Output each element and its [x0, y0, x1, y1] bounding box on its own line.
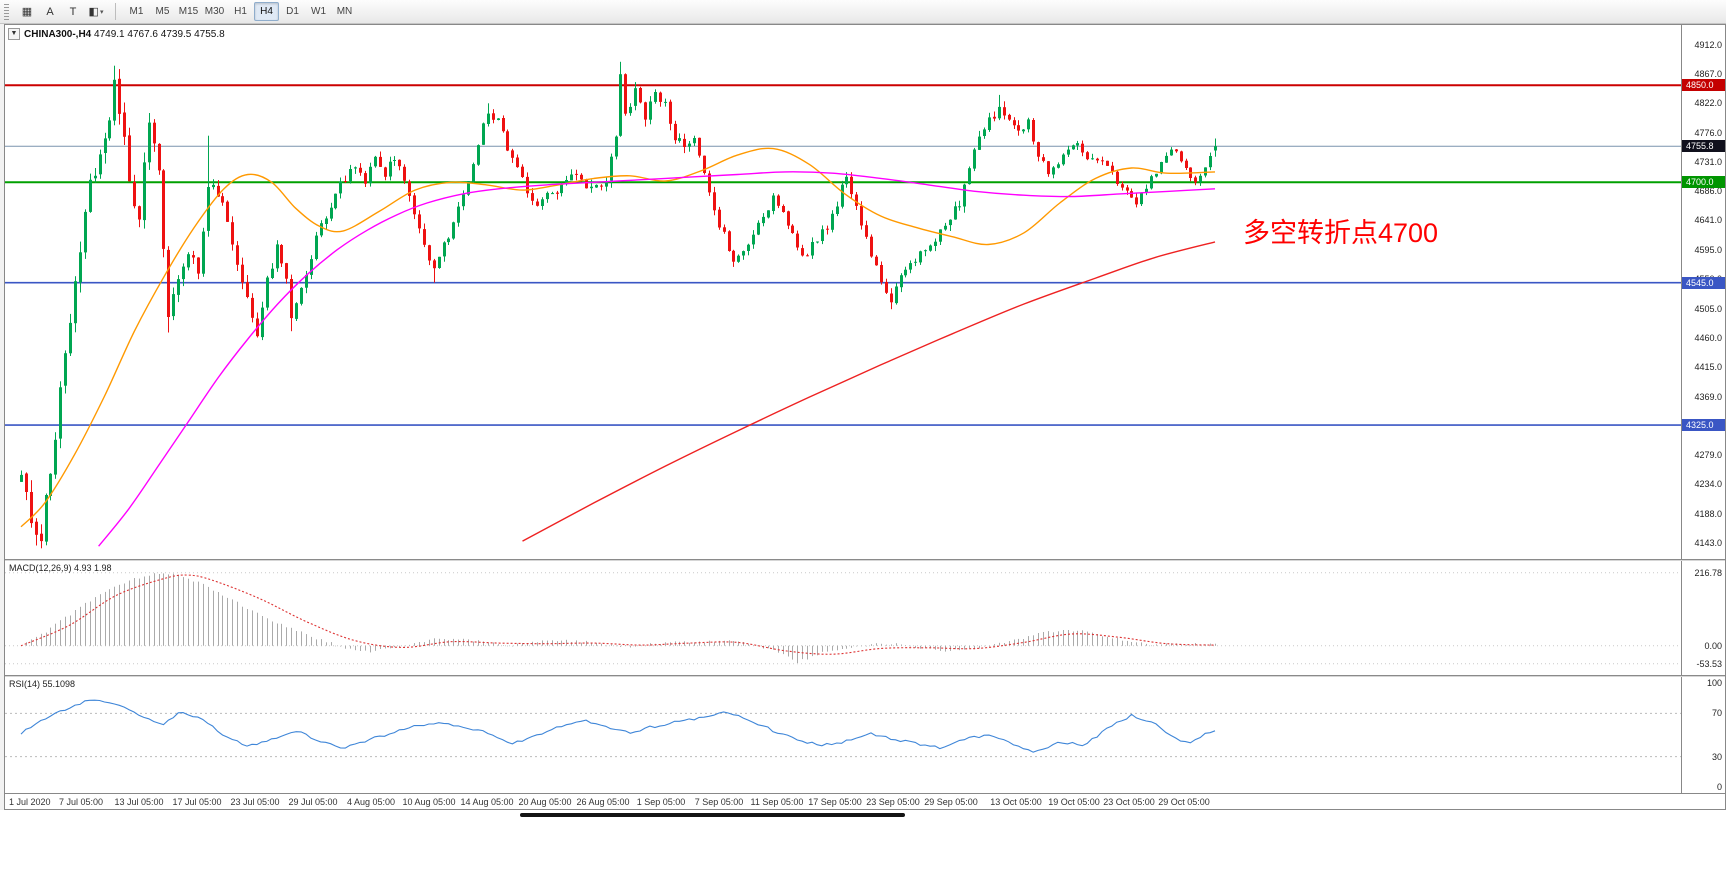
- time-axis-label: 14 Aug 05:00: [460, 797, 514, 807]
- time-axis-label: 1 Sep 05:00: [636, 797, 686, 807]
- price-axis-label: 4822.0: [1694, 98, 1722, 108]
- tools-group: ▦ A T ◧ ▾: [16, 2, 107, 22]
- text-tool-button[interactable]: T: [62, 2, 84, 22]
- toolbar: ▦ A T ◧ ▾ M1 M5 M15 M30 H1 H4 D1 W1 MN: [0, 0, 1726, 24]
- time-axis-label: 29 Oct 05:00: [1158, 797, 1210, 807]
- price-axis-label: 4867.0: [1694, 69, 1722, 79]
- price-axis-label: 4731.0: [1694, 157, 1722, 167]
- text-tool-icon: T: [69, 5, 77, 18]
- toolbar-separator: [115, 3, 116, 20]
- price-badge: 4325.0: [1682, 419, 1725, 431]
- panel-splitter-rsi[interactable]: [5, 675, 1725, 677]
- timeframe-m30-button[interactable]: M30: [204, 6, 225, 17]
- macd-axis[interactable]: 216.78 0.00 -53.53: [1681, 561, 1725, 675]
- price-badge: 4755.8: [1682, 140, 1725, 152]
- chart-menu-button[interactable]: ▼: [8, 28, 20, 40]
- price-axis-label: 4641.0: [1694, 215, 1722, 225]
- bottom-strip: [0, 810, 1726, 896]
- time-axis-label: 10 Aug 05:00: [402, 797, 456, 807]
- price-axis-label: 4460.0: [1694, 333, 1722, 343]
- timeframe-w1-button[interactable]: W1: [311, 6, 326, 17]
- time-axis-label: 20 Aug 05:00: [518, 797, 572, 807]
- time-axis-label: 26 Aug 05:00: [576, 797, 630, 807]
- price-axis[interactable]: 4912.0 4867.0 4822.0 4776.0 4731.0 4686.0 4641…: [1681, 25, 1725, 559]
- price-axis-label: 4686.0: [1694, 186, 1722, 196]
- time-axis-label: 29 Jul 05:00: [288, 797, 338, 807]
- timeframe-m15-button[interactable]: M15: [178, 6, 199, 17]
- price-badge: 4850.0: [1682, 79, 1725, 91]
- price-axis-label: 4776.0: [1694, 128, 1722, 138]
- macd-plot[interactable]: [5, 561, 1681, 675]
- price-badge: 4700.0: [1682, 176, 1725, 188]
- timeframe-m1-button[interactable]: M1: [129, 6, 144, 17]
- chart-title: CHINA300-,H4 4749.1 4767.6 4739.5 4755.8: [24, 29, 225, 40]
- annotation: 多空转折点4700: [1243, 218, 1439, 248]
- time-axis-label: 1 Jul 2020: [9, 797, 51, 807]
- chart-window-button[interactable]: ▦: [16, 2, 38, 22]
- time-axis-label: 13 Jul 05:00: [114, 797, 164, 807]
- rsi-label: RSI(14) 55.1098: [9, 679, 76, 689]
- main-plot[interactable]: [5, 25, 1681, 559]
- h-scrollbar-thumb[interactable]: [520, 813, 905, 817]
- timeframe-h1-button[interactable]: H1: [234, 6, 247, 17]
- time-axis-label: 4 Aug 05:00: [346, 797, 396, 807]
- time-axis-label: 23 Sep 05:00: [866, 797, 920, 807]
- rsi-plot[interactable]: [5, 677, 1681, 793]
- time-axis-label: 17 Jul 05:00: [172, 797, 222, 807]
- price-axis-label: 4415.0: [1694, 362, 1722, 372]
- rsi-axis-label: 0: [1716, 782, 1722, 792]
- time-axis-label: 23 Oct 05:00: [1103, 797, 1155, 807]
- cursor-arrow-button[interactable]: A: [39, 2, 61, 22]
- price-axis-label: 4912.0: [1694, 40, 1722, 50]
- toolbar-grip[interactable]: [4, 3, 9, 20]
- timeframe-h4-button[interactable]: H4: [254, 2, 279, 21]
- price-badge: 4545.0: [1682, 277, 1725, 289]
- time-axis-label: 23 Jul 05:00: [230, 797, 280, 807]
- price-axis-label: 4279.0: [1694, 450, 1722, 460]
- timeframe-mn-button[interactable]: MN: [336, 6, 353, 17]
- time-axis-label: 7 Sep 05:00: [694, 797, 744, 807]
- rsi-axis-label: 100: [1706, 678, 1722, 688]
- time-axis-label: 7 Jul 05:00: [58, 797, 104, 807]
- object-style-button[interactable]: ◧ ▾: [85, 2, 107, 22]
- rsi-panel[interactable]: 100 70 30 0 RSI(14) 55.1098: [5, 677, 1725, 793]
- timeframe-m5-button[interactable]: M5: [155, 6, 170, 17]
- price-axis-label: 4234.0: [1694, 479, 1722, 489]
- object-style-icon: ◧: [88, 6, 99, 18]
- rsi-axis-label: 70: [1711, 708, 1722, 718]
- time-axis-label: 11 Sep 05:00: [750, 797, 804, 807]
- rsi-axis-label: 30: [1711, 752, 1722, 762]
- chart-ohlc-values: 4749.1 4767.6 4739.5 4755.8: [94, 29, 225, 40]
- chart-window: 4912.0 4867.0 4822.0 4776.0 4731.0 4686.0 4641…: [4, 24, 1726, 810]
- price-axis-label: 4143.0: [1694, 538, 1722, 548]
- cursor-arrow-icon: A: [46, 5, 54, 18]
- price-axis-label: 4369.0: [1694, 392, 1722, 402]
- main-panel[interactable]: 4912.0 4867.0 4822.0 4776.0 4731.0 4686.0 4641…: [5, 25, 1725, 559]
- timeframe-d1-button[interactable]: D1: [286, 6, 299, 17]
- dropdown-caret-icon: ▾: [99, 8, 104, 16]
- chart-symbol-period: CHINA300-,H4: [24, 29, 92, 40]
- timeframe-group: M1 M5 M15 M30 H1 H4 D1 W1 MN: [124, 2, 357, 21]
- rsi-axis[interactable]: 100 70 30 0: [1681, 677, 1725, 793]
- macd-label: MACD(12,26,9) 4.93 1.98: [9, 563, 112, 573]
- chart-window-icon: ▦: [21, 6, 33, 18]
- price-axis-label: 4595.0: [1694, 245, 1722, 255]
- macd-panel[interactable]: 216.78 0.00 -53.53 MACD(12,26,9) 4.93 1.98: [5, 561, 1725, 675]
- time-axis-label: 19 Oct 05:00: [1048, 797, 1100, 807]
- time-axis-label: 17 Sep 05:00: [808, 797, 862, 807]
- price-axis-label: 4505.0: [1694, 304, 1722, 314]
- time-axis-label: 29 Sep 05:00: [924, 797, 978, 807]
- macd-axis-label: -53.53: [1696, 659, 1722, 669]
- price-axis-label: 4188.0: [1694, 509, 1722, 519]
- macd-axis-label: 0.00: [1704, 641, 1722, 651]
- time-axis[interactable]: 1 Jul 2020 7 Jul 05:00 13 Jul 05:00 17 Jul …: [5, 793, 1725, 809]
- time-axis-label: 13 Oct 05:00: [990, 797, 1042, 807]
- macd-axis-label: 216.78: [1694, 568, 1722, 578]
- panel-splitter-macd[interactable]: [5, 559, 1725, 561]
